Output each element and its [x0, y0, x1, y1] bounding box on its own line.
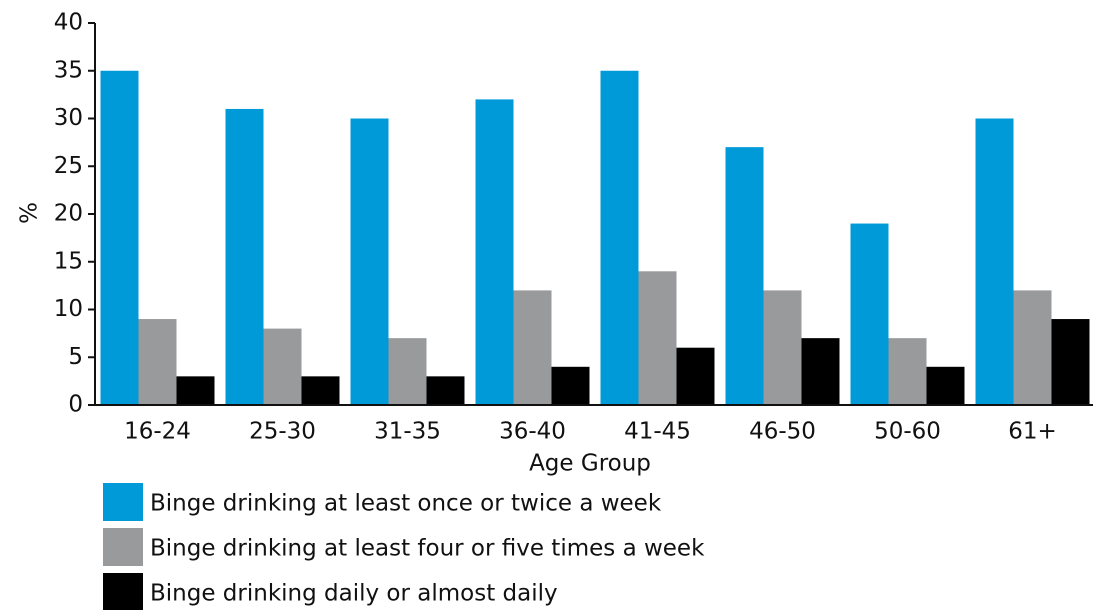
y-tick-label: 5: [68, 344, 83, 370]
bar: [100, 70, 139, 405]
y-axis-title: %: [17, 202, 43, 224]
bar: [676, 347, 715, 405]
bar: [350, 118, 389, 405]
legend-label: Binge drinking at least once or twice a …: [150, 491, 662, 517]
x-tick-label: 41-45: [624, 419, 691, 445]
legend-label: Binge drinking daily or almost daily: [150, 581, 558, 607]
bar: [1051, 319, 1090, 405]
legend-swatch: [103, 483, 143, 521]
bar: [301, 376, 340, 405]
bar: [801, 338, 840, 405]
bar: [763, 290, 802, 405]
x-tick-label: 50-60: [874, 419, 941, 445]
bar: [225, 108, 264, 405]
y-tick-label: 20: [54, 201, 83, 227]
bar: [176, 376, 215, 405]
bar: [638, 271, 677, 405]
bar: [138, 319, 177, 405]
bar: [475, 99, 514, 406]
bar: [388, 338, 427, 405]
x-tick-label: 61+: [1008, 419, 1057, 445]
bar: [1013, 290, 1052, 405]
x-tick-label: 46-50: [749, 419, 816, 445]
x-tick-label: 16-24: [124, 419, 191, 445]
bar: [551, 366, 590, 405]
x-tick-label: 25-30: [249, 419, 316, 445]
y-tick-label: 40: [54, 10, 83, 36]
bar: [888, 338, 927, 405]
legend-label: Binge drinking at least four or five tim…: [150, 536, 705, 562]
y-tick-label: 30: [54, 105, 83, 131]
bar: [850, 223, 889, 405]
bar: [263, 328, 302, 405]
legend-swatch: [103, 573, 143, 610]
bar: [975, 118, 1014, 405]
x-axis-title: Age Group: [529, 451, 651, 477]
y-tick-label: 25: [54, 153, 83, 179]
bar: [725, 147, 764, 405]
y-tick-label: 35: [54, 57, 83, 83]
bar: [513, 290, 552, 405]
legend-swatch: [103, 528, 143, 566]
bar: [926, 366, 965, 405]
x-tick-label: 31-35: [374, 419, 441, 445]
y-tick-label: 10: [54, 296, 83, 322]
bar: [426, 376, 465, 405]
bar: [600, 70, 639, 405]
y-tick-label: 15: [54, 248, 83, 274]
x-tick-label: 36-40: [499, 419, 566, 445]
y-tick-label: 0: [68, 392, 83, 418]
